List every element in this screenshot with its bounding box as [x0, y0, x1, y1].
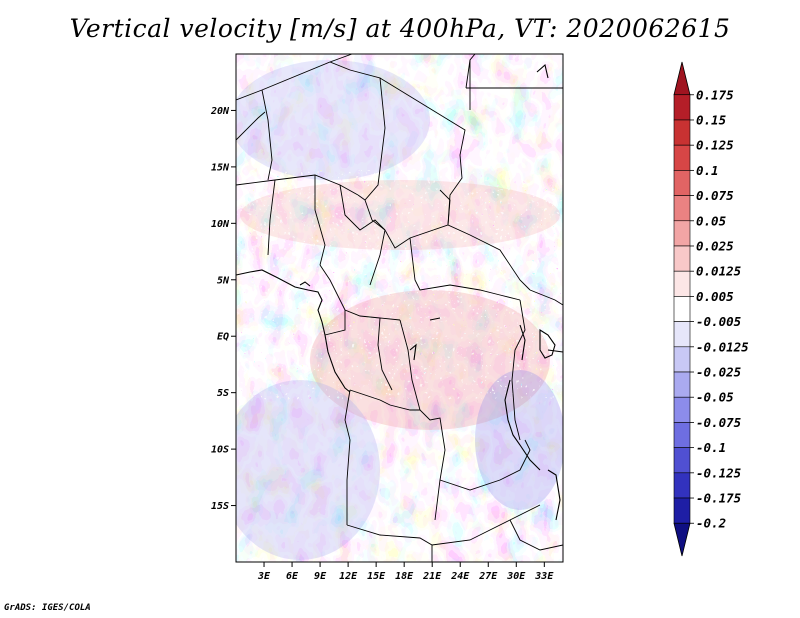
lat-label: 5S: [217, 388, 229, 399]
colorbar-segment: [673, 270, 691, 297]
map-frame: [235, 53, 564, 563]
colorbar-segment: [673, 220, 691, 247]
lat-label: 20N: [210, 106, 230, 117]
colorbar-label: 0.15: [696, 112, 727, 127]
colorbar-label: -0.025: [696, 365, 742, 380]
colorbar-segment: [673, 119, 691, 146]
colorbar-segment: [673, 497, 691, 524]
lat-label: 5N: [217, 275, 230, 286]
colorbar-segment: [673, 144, 691, 171]
colorbar-segment: [673, 321, 691, 348]
colorbar-segment: [673, 296, 691, 322]
colorbar-segment: [673, 472, 691, 499]
lat-label: 10S: [211, 445, 229, 456]
longitude-axis: 3E 6E 9E 12E 15E 18E 21E 24E 27E 30E 33E: [257, 562, 554, 582]
colorbar-segment: [673, 245, 691, 272]
coastlines: [236, 63, 561, 521]
colorbar-label: 0.025: [696, 238, 734, 253]
colorbar-label: 0.175: [696, 87, 734, 102]
colorbar-label: -0.175: [696, 491, 742, 506]
colorbar-label: -0.05: [696, 390, 734, 405]
colorbar-segment: [673, 195, 691, 222]
lon-label: 18E: [395, 571, 414, 582]
velocity-field: [236, 54, 563, 562]
colorbar-label: 0.0125: [696, 264, 742, 279]
lon-label: 30E: [506, 571, 526, 582]
lon-label: 6E: [286, 571, 299, 582]
lon-label: 21E: [422, 571, 442, 582]
map-title: Vertical velocity [m/s] at 400hPa, VT: 2…: [69, 14, 731, 43]
colorbar-label: 0.125: [696, 138, 734, 153]
colorbar-label: 0.075: [696, 188, 734, 203]
lon-label: 24E: [450, 571, 470, 582]
lon-label: 3E: [257, 571, 271, 582]
colorbar-segment: [673, 346, 691, 373]
colorbar-segment: [673, 447, 691, 474]
lat-label: EQ: [217, 332, 229, 343]
lon-label: 9E: [314, 571, 327, 582]
colorbar-segment: [673, 170, 691, 196]
colorbar-label: -0.1: [696, 440, 726, 455]
colorbar-segment: [673, 422, 691, 448]
lat-label: 10N: [211, 219, 230, 230]
colorbar-min-triangle: [673, 522, 691, 557]
colorbar-label: -0.005: [696, 314, 742, 329]
lon-label: 15E: [367, 571, 386, 582]
colorbar-label: -0.0125: [696, 339, 749, 354]
lat-label: 15S: [211, 501, 229, 512]
colorbar-label: -0.075: [696, 415, 742, 430]
lon-label: 12E: [339, 571, 358, 582]
colorbar-label: -0.2: [696, 516, 726, 531]
grads-credit: GrADS: IGES/COLA: [4, 603, 91, 613]
colorbar-label: -0.125: [696, 465, 742, 480]
colorbar-segment: [673, 94, 691, 121]
colorbar-label: 0.005: [696, 289, 734, 304]
latitude-axis: 20N 15N 10N 5N EQ 5S 10S 15S: [210, 106, 236, 512]
colorbar-segment: [673, 371, 691, 398]
colorbar-label: 0.1: [696, 163, 719, 178]
country-borders: [236, 54, 563, 562]
colorbar: 0.175 0.15 0.125 0.1 0.075 0.05 0.025 0.0125 0.0…: [673, 61, 749, 557]
colorbar-label: 0.05: [696, 213, 727, 228]
lon-label: 27E: [478, 571, 498, 582]
colorbar-max-triangle: [673, 61, 691, 96]
lon-label: 33E: [534, 571, 554, 582]
colorbar-segment: [673, 396, 691, 423]
lat-label: 15N: [211, 162, 230, 173]
